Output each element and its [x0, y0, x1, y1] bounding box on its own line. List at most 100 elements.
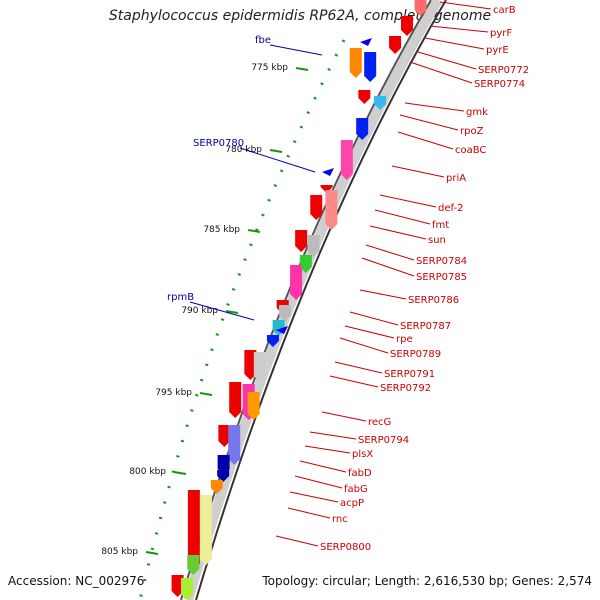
gene-leader-line: [294, 475, 343, 489]
gene-leader-line: [391, 165, 445, 178]
gene-leader-line: [379, 194, 437, 208]
gene-leader-line: [417, 51, 477, 70]
gene-label-rpoz: rpoZ: [460, 126, 484, 137]
gene-block: [187, 490, 200, 570]
scale-tick-mark: [199, 392, 213, 396]
gene-block: [228, 425, 241, 465]
gene-leader-line: [321, 411, 367, 422]
gene-track: [171, 0, 427, 600]
gene-leader-line: [329, 375, 379, 388]
gene-block: [374, 96, 387, 110]
scale-dotted-arc: [138, 39, 346, 600]
gene-leader-line: [359, 289, 407, 300]
gene-label-def-2: def-2: [438, 203, 463, 214]
gene-leader-line: [365, 244, 415, 261]
scale-tick-label: 775 kbp: [251, 63, 288, 73]
gene-leader-line: [349, 311, 399, 326]
gene-leader-line: [344, 325, 395, 339]
gene-block: [244, 350, 257, 380]
gene-label-plsx: plsX: [352, 449, 373, 460]
backbone-shade: [183, 0, 443, 600]
gene-leader-line: [424, 37, 485, 50]
gene-leader-line: [439, 1, 492, 10]
gene-leader-line: [409, 61, 473, 84]
gene-leader-line: [404, 102, 465, 112]
gene-block: [253, 352, 266, 382]
gene-label-serp0784: SERP0784: [416, 256, 467, 267]
gene-leader-line: [189, 301, 255, 321]
gene-label-serp0789: SERP0789: [390, 349, 441, 360]
scale-tick-label: 790 kbp: [181, 306, 218, 316]
scale-tick-mark: [225, 310, 239, 314]
gene-block: [400, 16, 413, 36]
gene-label-serp0791: SERP0791: [384, 369, 435, 380]
gene-label-pyrf: pyrF: [490, 28, 512, 39]
gene-block: [199, 495, 212, 565]
gene-leader-line: [397, 131, 454, 150]
gene-block: [266, 335, 279, 347]
scale-tick-mark: [145, 551, 159, 555]
gene-label-serp0800: SERP0800: [320, 542, 371, 553]
genome-summary-text: Topology: circular; Length: 2,616,530 bp…: [262, 574, 592, 588]
gene-leader-line: [369, 225, 427, 240]
gene-label-serp0772: SERP0772: [478, 65, 529, 76]
gene-block: [181, 578, 194, 600]
scale-tick-label: 800 kbp: [129, 467, 166, 477]
gene-label-fabg: fabG: [344, 484, 368, 495]
gene-label-rpe: rpe: [396, 334, 413, 345]
gene-label-serp0787: SERP0787: [400, 321, 451, 332]
gene-label-carb: carB: [493, 5, 516, 16]
gene-label-fmt: fmt: [432, 220, 449, 231]
gene-leader-line: [289, 491, 339, 503]
gene-block: [229, 382, 242, 418]
gene-leader-line: [374, 209, 431, 225]
gene-label-serp0774: SERP0774: [474, 79, 525, 90]
reverse-gene-arrow: [322, 168, 334, 176]
gene-label-serp0786: SERP0786: [408, 295, 459, 306]
gene-block: [307, 235, 320, 257]
gene-label-serp0780: SERP0780: [193, 138, 244, 149]
gene-block: [278, 305, 291, 321]
reverse-gene-arrow: [360, 38, 372, 46]
gene-block: [325, 190, 338, 230]
gene-label-coabc: coaBC: [455, 145, 486, 156]
gene-label-rnc: rnc: [332, 514, 348, 525]
gene-block: [414, 0, 427, 16]
gene-block: [364, 52, 377, 82]
gene-leader-line: [275, 535, 319, 547]
gene-block: [210, 480, 223, 494]
scale-tick-label: 785 kbp: [203, 225, 240, 235]
scale-tick-label: 795 kbp: [155, 388, 192, 398]
gene-labels-right: carB pyrF pyrE SERP0772 SERP0774 gmk rpoZ coaBC…: [275, 1, 529, 553]
scale-tick-mark: [247, 229, 261, 233]
gene-block: [295, 230, 308, 252]
gene-block: [290, 265, 303, 300]
gene-leader-line: [399, 114, 459, 131]
gene-block: [247, 392, 260, 420]
gene-label-acpp: acpP: [340, 498, 364, 509]
gene-block: [187, 555, 200, 575]
accession-text: Accession: NC_002976: [8, 574, 145, 588]
gene-block: [340, 140, 353, 180]
gene-label-gmk: gmk: [466, 107, 488, 118]
gene-leader-line: [334, 361, 383, 374]
gene-leader-line: [304, 445, 351, 454]
scale-ticks: 775 kbp 780 kbp 785 kbp 790 kbp 795 kbp 800 k…: [101, 63, 309, 557]
gene-leader-line: [429, 25, 489, 33]
gene-label-sun: sun: [428, 235, 446, 246]
scale-tick-mark: [295, 67, 309, 71]
gene-leader-line: [239, 147, 316, 173]
gene-label-recg: recG: [368, 417, 391, 428]
gene-leader-line: [361, 257, 415, 277]
gene-label-rpmb: rpmB: [167, 292, 194, 303]
gene-label-serp0792: SERP0792: [380, 383, 431, 394]
gene-leader-line: [269, 44, 323, 56]
gene-block: [299, 255, 312, 273]
reverse-gene-arrow: [276, 326, 288, 334]
gene-block: [389, 36, 402, 54]
gene-leader-line: [287, 507, 331, 519]
gene-label-pyre: pyrE: [486, 45, 509, 56]
gene-label-pria: priA: [446, 173, 466, 184]
gene-block: [310, 195, 323, 220]
